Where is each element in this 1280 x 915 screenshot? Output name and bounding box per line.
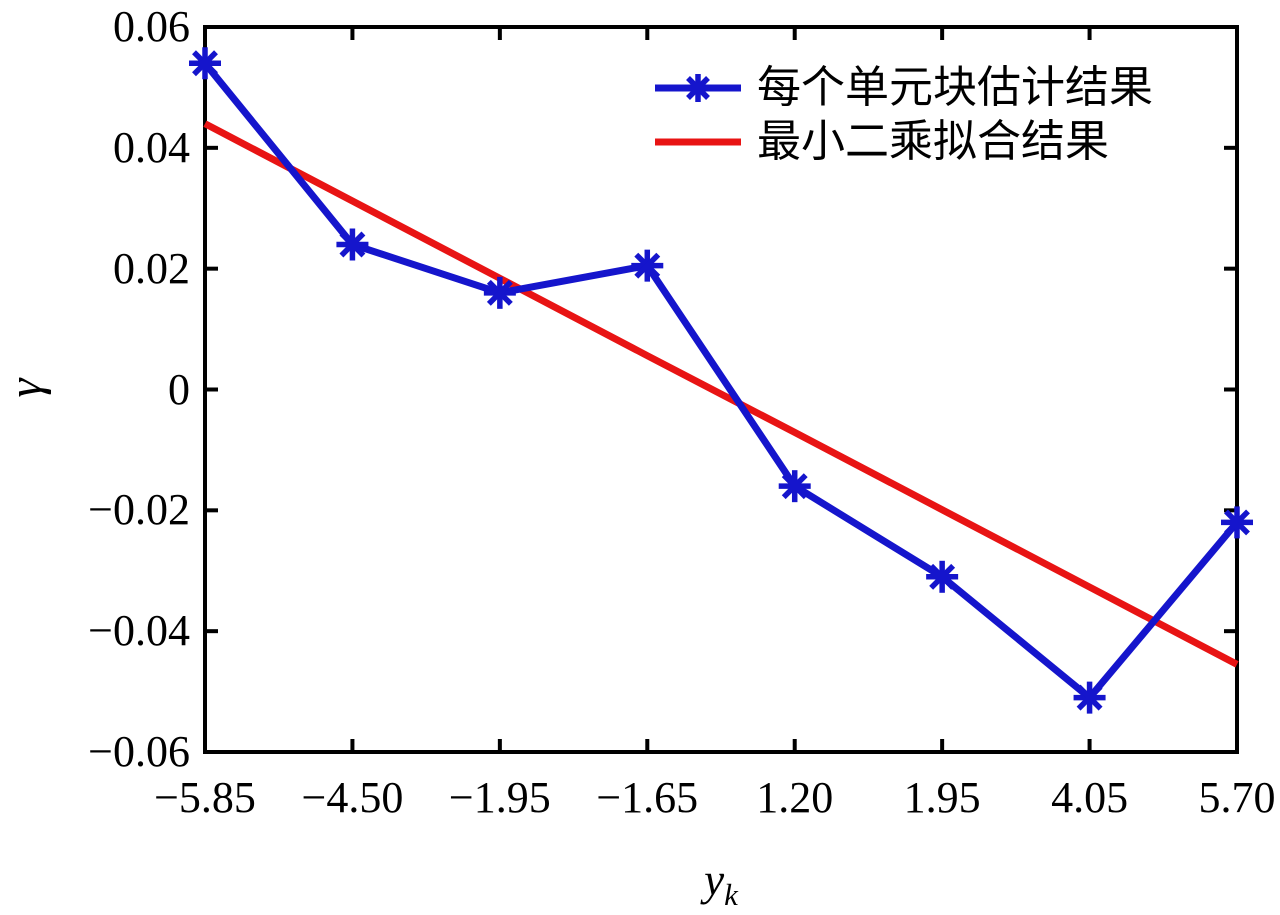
y-tick-label: 0.04 xyxy=(113,122,190,172)
y-tick-label: −0.06 xyxy=(88,727,190,776)
legend-item-least-squares-fit: 最小二乘拟合结果 xyxy=(655,115,1153,169)
x-tick-label: −4.50 xyxy=(301,773,404,822)
y-tick-label: −0.04 xyxy=(88,606,190,656)
legend-swatch-line-icon xyxy=(655,138,741,146)
y-tick-label: −0.02 xyxy=(88,485,190,535)
y-tick-label: 0.06 xyxy=(113,2,190,51)
legend-label-series-1: 每个单元块估计结果 xyxy=(757,63,1153,112)
legend-label-series-2: 最小二乘拟合结果 xyxy=(757,117,1109,166)
x-axis-label-main: y xyxy=(704,855,725,905)
x-tick-label: 4.05 xyxy=(1051,773,1129,822)
legend: 每个单元块估计结果 最小二乘拟合结果 xyxy=(655,61,1153,169)
x-tick-label: 1.20 xyxy=(756,773,834,822)
x-tick-label: −5.85 xyxy=(154,773,256,822)
x-tick-label: 5.70 xyxy=(1198,773,1276,822)
x-axis-label: yk xyxy=(621,855,821,912)
x-tick-label: −1.65 xyxy=(596,773,699,822)
y-tick-label: 0.02 xyxy=(113,243,190,293)
x-tick-label: 1.95 xyxy=(903,773,981,822)
x-tick-label: −1.95 xyxy=(448,773,551,822)
legend-item-unit-block-estimate: 每个单元块估计结果 xyxy=(655,61,1153,115)
legend-swatch-line-asterisk-icon xyxy=(655,74,741,102)
y-tick-label: 0 xyxy=(168,364,190,414)
x-axis-label-subscript: k xyxy=(724,877,738,912)
